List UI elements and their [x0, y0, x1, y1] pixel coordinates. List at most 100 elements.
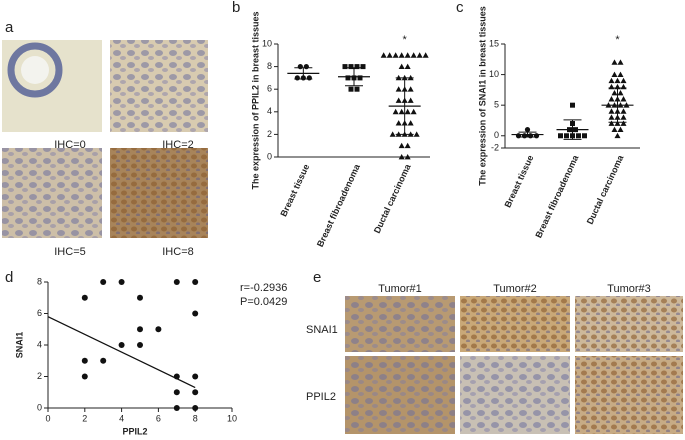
point: [137, 326, 143, 333]
point: [398, 142, 405, 149]
annotation: *: [403, 34, 408, 46]
point: [389, 131, 396, 137]
y-tick-label: 8: [267, 61, 272, 71]
point: [410, 108, 417, 115]
point: [360, 64, 366, 70]
point: [380, 52, 387, 58]
y-tick-label: 0: [267, 151, 272, 161]
y-tick-label: 4: [37, 339, 42, 349]
point: [608, 77, 615, 84]
point: [407, 86, 414, 92]
point: [407, 97, 414, 103]
point: [173, 405, 180, 411]
point: [404, 52, 411, 58]
caption: IHC=8: [162, 246, 194, 258]
point: [617, 59, 624, 65]
x-tick-label: Breast tissue: [278, 163, 311, 218]
point: [297, 64, 303, 70]
row-label: PPIL2: [306, 391, 336, 403]
y-tick-label: 2: [267, 129, 272, 139]
x-tick-label: 2: [82, 413, 87, 423]
point: [303, 64, 309, 70]
y-tick-label: 0: [494, 130, 499, 140]
point: [192, 405, 199, 411]
y-tick-label: 15: [489, 38, 499, 48]
point: [173, 389, 180, 396]
annotation: *: [615, 34, 620, 46]
point: [413, 131, 420, 137]
y-axis-label: The expression of SNAI1 in breast tissue…: [477, 6, 487, 186]
point: [294, 75, 300, 81]
y-tick-label: 5: [494, 100, 499, 110]
point: [576, 133, 581, 139]
point: [422, 52, 429, 58]
panel-label: d: [5, 269, 13, 286]
point: [404, 63, 411, 69]
y-tick-label: 6: [37, 308, 42, 318]
panel-label: b: [232, 0, 240, 16]
point: [404, 154, 411, 160]
x-tick-label: 8: [193, 413, 198, 423]
point: [416, 52, 423, 58]
x-tick-label: 0: [45, 413, 50, 423]
panel-a-images: [2, 40, 208, 238]
point: [407, 120, 414, 126]
y-tick-label: 2: [37, 371, 42, 381]
point: [306, 75, 312, 81]
point: [608, 108, 615, 114]
point: [137, 342, 143, 348]
caption: IHC=0: [54, 139, 86, 151]
y-tick-label: 6: [267, 84, 272, 94]
y-axis-label: SNAI1: [14, 332, 24, 359]
point: [345, 75, 351, 81]
point: [570, 102, 575, 108]
column-title: Tumor#2: [493, 283, 537, 295]
point: [395, 120, 402, 126]
point: [564, 133, 569, 139]
annotation: r=-0.2936: [240, 282, 287, 294]
x-tick-label: 6: [156, 413, 161, 423]
point: [357, 75, 363, 81]
row-label: SNAI1: [306, 324, 338, 336]
point: [354, 86, 360, 92]
point: [398, 52, 405, 58]
y-tick-label: 10: [262, 38, 272, 48]
caption: IHC=2: [162, 139, 194, 151]
point: [611, 71, 618, 77]
x-tick-label: Ductal carcinoma: [372, 162, 413, 235]
point: [192, 279, 199, 285]
point: [81, 357, 88, 364]
point: [192, 373, 199, 380]
point: [81, 373, 88, 380]
point: [398, 154, 405, 160]
x-tick-label: Breast fibroadenoma: [533, 153, 581, 240]
point: [118, 342, 125, 348]
point: [608, 120, 615, 126]
y-tick-label: 8: [37, 276, 42, 286]
point: [398, 108, 405, 115]
point: [100, 357, 107, 364]
panel-label: c: [456, 0, 464, 16]
point: [386, 52, 393, 58]
y-tick-label: -2: [491, 142, 499, 152]
column-title: Tumor#3: [607, 283, 651, 295]
point: [100, 279, 107, 285]
x-axis-label: PPIL2: [122, 426, 147, 436]
x-tick-label: 10: [227, 413, 237, 423]
point: [81, 294, 88, 301]
point: [620, 108, 627, 114]
point: [524, 127, 531, 133]
point: [342, 64, 348, 70]
point: [582, 133, 587, 139]
point: [173, 279, 180, 285]
point: [620, 114, 627, 120]
x-tick-label: Breast tissue: [503, 154, 536, 209]
column-title: Tumor#1: [378, 283, 422, 295]
point: [392, 52, 399, 58]
x-tick-label: Ductal carcinoma: [585, 153, 626, 226]
point: [354, 64, 360, 70]
point: [404, 142, 411, 149]
point: [348, 64, 354, 70]
point: [617, 126, 624, 133]
